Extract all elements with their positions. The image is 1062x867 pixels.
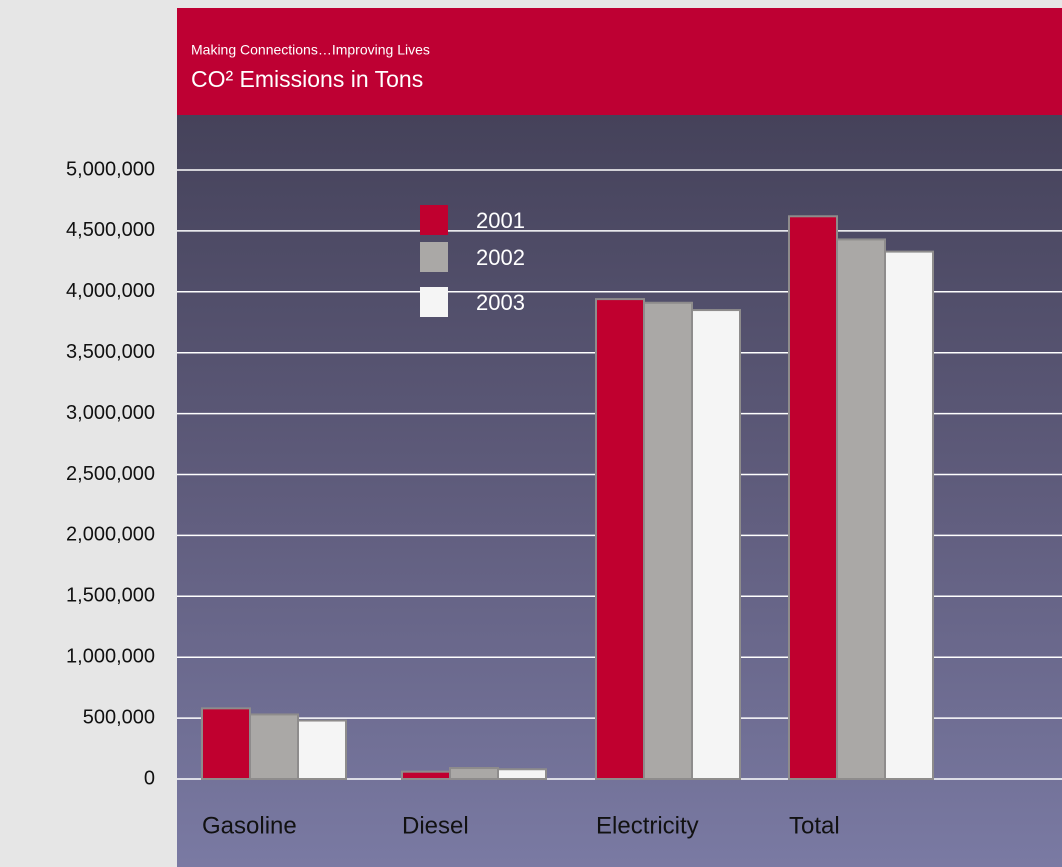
bar [643,301,693,780]
y-tick-label: 2,000,000 [66,524,155,546]
chart-title: CO² Emissions in Tons [191,66,423,92]
x-tick-label: Gasoline [202,812,297,839]
legend-swatch [420,287,448,317]
bar [401,770,451,781]
chart-subtitle: Making Connections…Improving Lives [191,42,430,58]
y-tick-label: 1,000,000 [66,645,155,667]
bar [201,707,251,781]
y-tick-label: 4,500,000 [66,219,155,241]
header-band [177,8,1062,115]
y-tick-label: 2,500,000 [66,463,155,485]
x-tick-label: Total [789,812,840,839]
bar [691,309,741,780]
bar [449,767,499,781]
legend-label: 2001 [476,208,525,233]
x-tick-label: Diesel [402,812,469,839]
y-tick-label: 500,000 [83,706,155,728]
legend-swatch [420,242,448,272]
bar [884,250,934,780]
y-tick-label: 1,500,000 [66,585,155,607]
bar [497,768,547,780]
bar [297,719,347,781]
y-tick-label: 5,000,000 [66,158,155,180]
y-tick-label: 0 [144,767,155,789]
bar [788,215,838,780]
y-tick-label: 4,000,000 [66,280,155,302]
y-tick-label: 3,500,000 [66,341,155,363]
x-tick-label: Electricity [596,812,699,839]
bar [836,238,886,780]
bar [595,298,645,780]
y-tick-label: 3,000,000 [66,402,155,424]
legend-swatch [420,205,448,235]
bar [249,713,299,780]
legend-label: 2003 [476,290,525,315]
legend-label: 2002 [476,245,525,270]
